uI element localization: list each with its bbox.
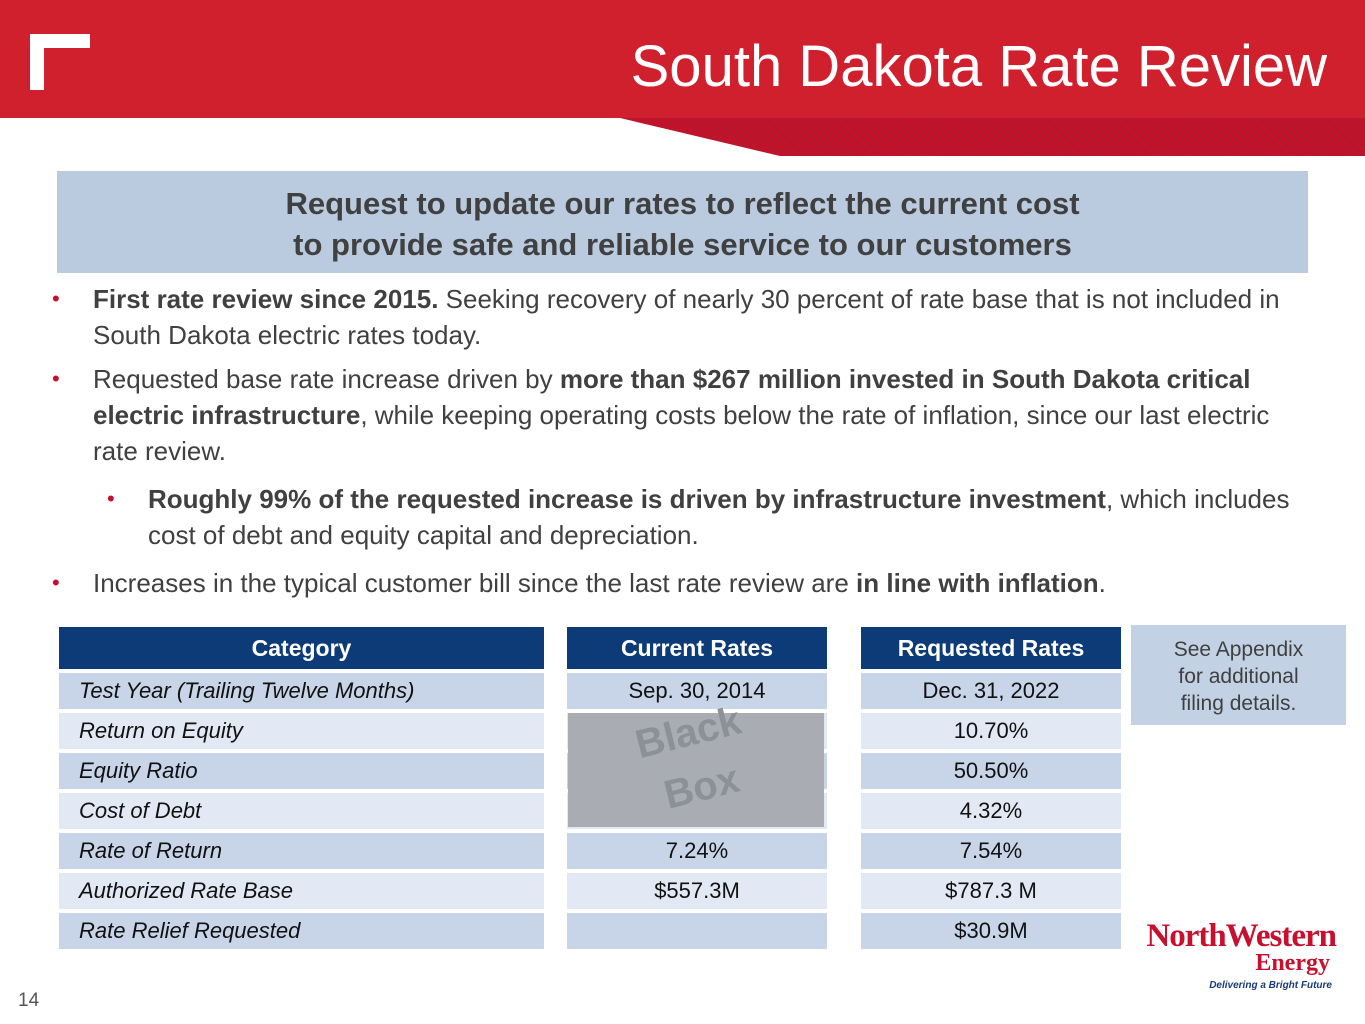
sub-bullet-item: Roughly 99% of the requested increase is… <box>50 481 1300 553</box>
current-rate-cell <box>567 913 827 953</box>
category-cell: Authorized Rate Base <box>59 873 544 913</box>
bullet-text: Requested base rate increase driven by <box>93 364 560 394</box>
appendix-line-2: for additional <box>1178 665 1299 688</box>
current-rate-cell: Sep. 30, 2014 <box>567 673 827 713</box>
table-row <box>567 913 827 953</box>
requested-rate-cell: $787.3 M <box>861 873 1121 913</box>
brand-tagline: Delivering a Bright Future <box>1209 980 1332 991</box>
requested-rate-cell: 10.70% <box>861 713 1121 753</box>
requested-rates-header: Requested Rates <box>861 627 1121 673</box>
header-stripe <box>620 118 1365 156</box>
corner-bracket-logo-icon <box>30 34 90 90</box>
appendix-line-1: See Appendix <box>1173 638 1304 661</box>
requested-rates-table: Requested Rates Dec. 31, 2022 10.70% 50.… <box>861 627 1121 953</box>
brand-energy: Energy <box>1255 950 1330 976</box>
bullet-text: Seeking recovery of nearly 30 percent of… <box>93 284 1280 350</box>
bullet-text: , which includes cost of debt and equity… <box>148 484 1290 550</box>
table-row: Return on Equity <box>59 713 544 753</box>
callout-line-1: Request to update our rates to reflect t… <box>285 186 1080 221</box>
current-rate-cell: $557.3M <box>567 873 827 913</box>
callout-banner: Request to update our rates to reflect t… <box>57 171 1308 273</box>
table-row: Test Year (Trailing Twelve Months) <box>59 673 544 713</box>
requested-rate-cell: Dec. 31, 2022 <box>861 673 1121 713</box>
bullet-bold: more than $267 million invested in South… <box>93 364 1251 430</box>
bullet-text: . <box>1098 568 1106 598</box>
black-box-overlay <box>568 713 824 827</box>
table-row: 7.54% <box>861 833 1121 873</box>
bullet-item: First rate review since 2015. Seeking re… <box>50 281 1300 353</box>
bullet-list: First rate review since 2015. Seeking re… <box>50 281 1300 609</box>
brand-name: NorthWestern <box>1146 918 1337 954</box>
table-row: $30.9M <box>861 913 1121 953</box>
table-row: Authorized Rate Base <box>59 873 544 913</box>
callout-line-2: to provide safe and reliable service to … <box>293 227 1072 262</box>
table-row: $787.3 M <box>861 873 1121 913</box>
appendix-line-3: filing details. <box>1180 692 1297 715</box>
bullet-text: Increases in the typical customer bill s… <box>93 568 857 598</box>
bullet-text: , while keeping operating costs below th… <box>93 400 1270 466</box>
bullet-bold: First rate review since 2015. <box>93 284 439 314</box>
slide-number: 14 <box>18 990 40 1011</box>
current-rate-cell: 7.24% <box>567 833 827 873</box>
category-cell: Return on Equity <box>59 713 544 753</box>
requested-rate-cell: 50.50% <box>861 753 1121 793</box>
brand-logo: NorthWestern Energy Delivering a Bright … <box>1136 918 1337 998</box>
table-row: Equity Ratio <box>59 753 544 793</box>
appendix-note: See Appendix for additional filing detai… <box>1131 625 1346 725</box>
slide-title: South Dakota Rate Review <box>630 34 1327 99</box>
table-row: $557.3M <box>567 873 827 913</box>
category-cell: Test Year (Trailing Twelve Months) <box>59 673 544 713</box>
table-row: 10.70% <box>861 713 1121 753</box>
category-cell: Rate of Return <box>59 833 544 873</box>
table-row: Dec. 31, 2022 <box>861 673 1121 713</box>
requested-rate-cell: $30.9M <box>861 913 1121 953</box>
category-column-table: Category Test Year (Trailing Twelve Mont… <box>59 627 544 953</box>
table-row: Sep. 30, 2014 <box>567 673 827 713</box>
bullet-item: Increases in the typical customer bill s… <box>50 565 1300 601</box>
requested-rate-cell: 4.32% <box>861 793 1121 833</box>
bullet-bold: Roughly 99% of the requested increase is… <box>148 484 1106 514</box>
category-header: Category <box>59 627 544 673</box>
table-row: 50.50% <box>861 753 1121 793</box>
bullet-item: Requested base rate increase driven by m… <box>50 361 1300 469</box>
table-row: Rate Relief Requested <box>59 913 544 953</box>
category-cell: Cost of Debt <box>59 793 544 833</box>
bullet-bold: in line with inflation <box>856 568 1099 598</box>
table-row: 4.32% <box>861 793 1121 833</box>
table-row: 7.24% <box>567 833 827 873</box>
table-row: Rate of Return <box>59 833 544 873</box>
category-cell: Equity Ratio <box>59 753 544 793</box>
current-rates-header: Current Rates <box>567 627 827 673</box>
category-cell: Rate Relief Requested <box>59 913 544 953</box>
requested-rate-cell: 7.54% <box>861 833 1121 873</box>
header-bar <box>0 0 1365 118</box>
table-row: Cost of Debt <box>59 793 544 833</box>
